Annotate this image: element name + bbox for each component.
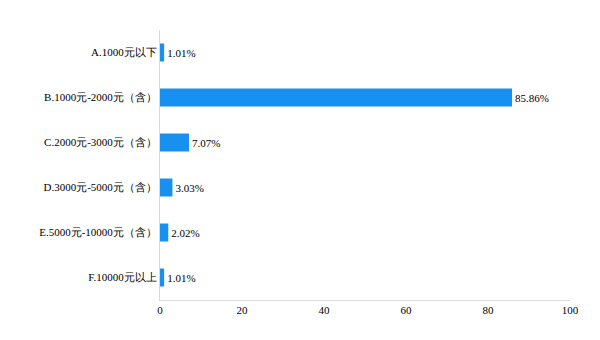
svg-text:1.01%: 1.01% — [167, 272, 195, 284]
svg-text:2.02%: 2.02% — [171, 227, 199, 239]
svg-text:85.86%: 85.86% — [515, 92, 549, 104]
svg-text:D.3000元-5000元（含）: D.3000元-5000元（含） — [43, 181, 156, 193]
svg-text:E.5000元-10000元（含）: E.5000元-10000元（含） — [39, 226, 157, 238]
svg-text:A.1000元以下: A.1000元以下 — [91, 46, 157, 58]
svg-text:B.1000元-2000元（含）: B.1000元-2000元（含） — [44, 91, 157, 103]
svg-text:80: 80 — [483, 304, 495, 316]
svg-text:40: 40 — [319, 304, 331, 316]
svg-text:7.07%: 7.07% — [192, 137, 220, 149]
svg-text:100: 100 — [562, 304, 579, 316]
svg-text:60: 60 — [401, 304, 413, 316]
svg-text:0: 0 — [157, 304, 163, 316]
svg-text:20: 20 — [237, 304, 249, 316]
svg-text:F.10000元以上: F.10000元以上 — [88, 271, 157, 283]
svg-text:C.2000元-3000元（含）: C.2000元-3000元（含） — [44, 136, 157, 148]
svg-text:3.03%: 3.03% — [175, 182, 203, 194]
svg-text:1.01%: 1.01% — [167, 47, 195, 59]
